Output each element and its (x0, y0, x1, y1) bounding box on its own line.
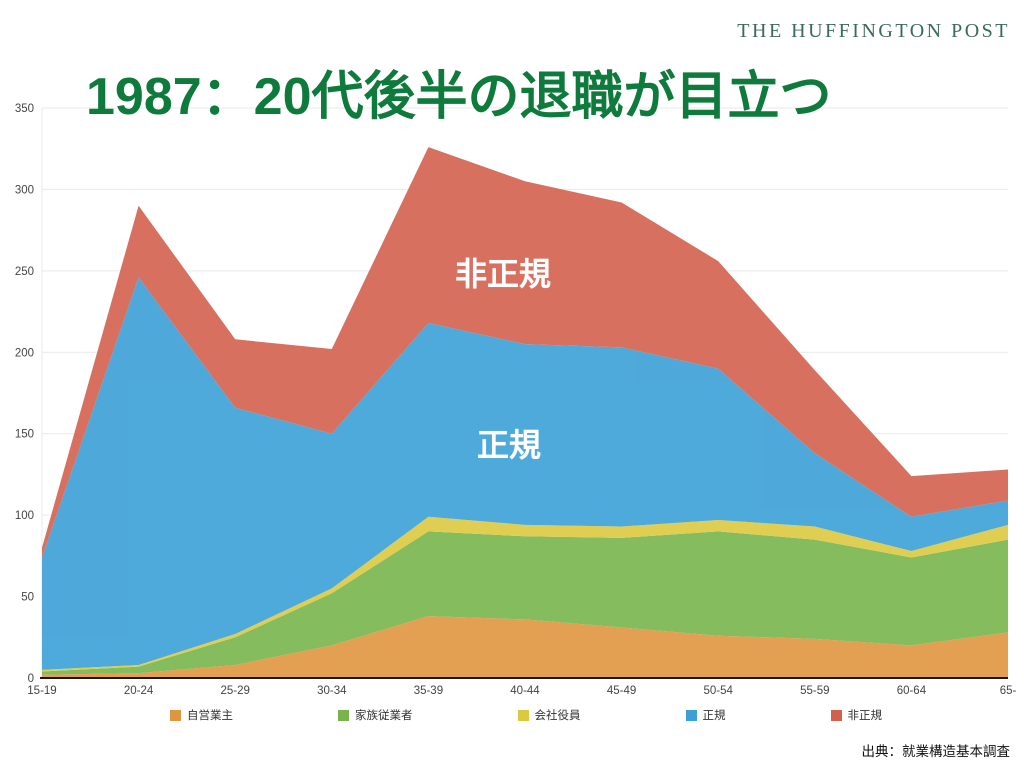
legend-item-nonregular: 非正規 (830, 707, 883, 723)
legend-label-family-worker: 家族従業者 (355, 710, 413, 722)
area-series (42, 147, 1008, 678)
y-tick-label: 150 (15, 429, 34, 441)
legend-label-nonregular: 非正規 (847, 710, 883, 722)
legend-item-regular: 正規 (685, 707, 726, 723)
x-tick-label: 15-19 (27, 685, 56, 697)
grain-texture (42, 147, 1008, 678)
legend-label-regular: 正規 (702, 710, 726, 722)
y-tick-label: 250 (15, 266, 34, 278)
x-tick-label: 35-39 (414, 685, 443, 697)
y-tick-label: 200 (15, 347, 34, 359)
legend-item-family-worker: 家族従業者 (338, 707, 413, 723)
y-tick-label: 0 (28, 673, 34, 685)
source-note: 出典：就業構造基本調査 (861, 744, 1011, 759)
huffpost-logo: THE HUFFINGTON POST (737, 20, 1010, 42)
legend: 自営業主 家族従業者 会社役員 正規 非正規 (170, 707, 882, 723)
legend-label-executive: 会社役員 (534, 710, 581, 722)
legend-item-self-employed: 自営業主 (170, 707, 233, 723)
legend-label-self-employed: 自営業主 (187, 710, 233, 722)
x-tick-label: 40-44 (510, 685, 540, 697)
x-tick-label: 65- (1000, 685, 1017, 697)
x-tick-label: 20-24 (124, 685, 154, 697)
y-tick-label: 100 (15, 510, 34, 522)
tick-labels: 0 50 100 150 200 250 300 350 15-19 20-24 25-29 30-3… (15, 103, 1017, 697)
legend-swatch-executive (517, 709, 529, 721)
legend-swatch-self-employed (170, 709, 181, 721)
y-tick-label: 50 (21, 592, 34, 604)
x-tick-label: 55-59 (800, 685, 829, 697)
x-tick-label: 60-64 (897, 685, 927, 697)
legend-swatch-nonregular (830, 709, 842, 721)
x-tick-label: 30-34 (317, 685, 347, 697)
area-label-regular: 正規 (477, 427, 542, 463)
page-title: 1987：20代後半の退職が目立つ (86, 68, 832, 126)
x-tick-label: 25-29 (220, 685, 249, 697)
y-tick-label: 350 (15, 103, 34, 115)
legend-swatch-family-worker (338, 709, 349, 721)
legend-swatch-regular (685, 709, 697, 721)
area-label-nonregular: 非正規 (455, 256, 552, 292)
x-tick-label: 45-49 (607, 685, 636, 697)
y-tick-label: 300 (15, 184, 34, 196)
x-tick-label: 50-54 (703, 685, 733, 697)
legend-item-executive: 会社役員 (517, 707, 581, 723)
